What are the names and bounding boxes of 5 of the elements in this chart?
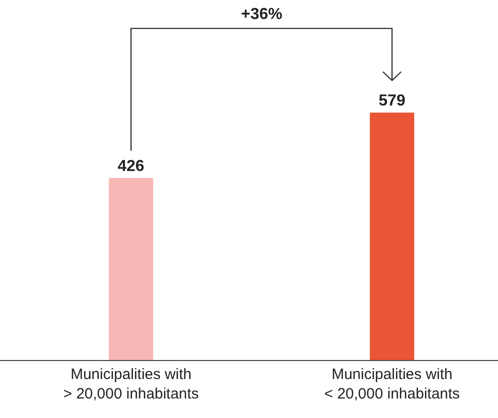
x-tick-label: Municipalities with > 20,000 inhabitants <box>63 366 199 402</box>
x-tick-label: Municipalities with < 20,000 inhabitants <box>324 366 460 402</box>
data-label: 426 <box>118 158 144 175</box>
data-label: 579 <box>378 92 406 110</box>
text: +36% <box>241 6 282 23</box>
